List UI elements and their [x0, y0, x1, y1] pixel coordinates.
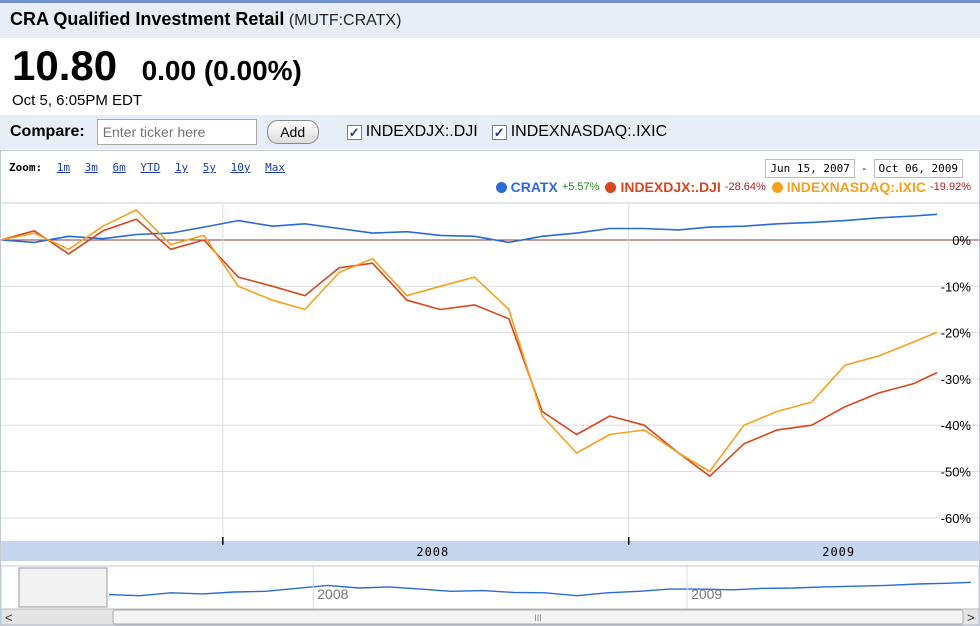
- navigator-year-label: 2009: [691, 586, 722, 602]
- x-tick-label: 2008: [416, 545, 449, 559]
- legend-change: -19.92%: [930, 181, 971, 193]
- navigator-cratx-line: [108, 581, 972, 597]
- y-tick-label: -20%: [941, 326, 972, 341]
- y-tick-label: -40%: [941, 418, 972, 433]
- ticker-input[interactable]: [96, 119, 257, 145]
- series-dji-line: [1, 218, 938, 477]
- series-cratx-line: [1, 213, 938, 244]
- y-tick-label: -30%: [941, 372, 972, 387]
- series-ixic-line: [1, 209, 938, 473]
- legend-name: INDEXNASDAQ:.IXIC: [786, 179, 927, 195]
- price-change: 0.00 (0.00%): [141, 55, 302, 86]
- date-start[interactable]: Jun 15, 2007: [765, 159, 855, 178]
- scrollbar-grip[interactable]: III: [534, 613, 542, 623]
- zoom-1m[interactable]: 1m: [56, 161, 70, 174]
- fund-symbol: (MUTF:CRATX): [288, 12, 402, 29]
- legend-name: CRATX: [510, 179, 558, 195]
- compare-label: Compare:: [10, 123, 85, 140]
- legend-change: -28.64%: [724, 181, 766, 193]
- zoom-3m[interactable]: 3m: [84, 161, 98, 174]
- x-tick-label: 2009: [822, 545, 855, 559]
- zoom-6m[interactable]: 6m: [112, 161, 126, 174]
- y-tick-label: 0%: [952, 233, 971, 248]
- navigator-background: [1, 565, 979, 610]
- legend-change: +5.57%: [561, 181, 600, 193]
- zoom-1y[interactable]: 1y: [174, 161, 189, 174]
- add-button[interactable]: Add: [266, 120, 319, 144]
- compare-bar: Compare: Add ✓ INDEXDJX:.DJI ✓ INDEXNASD…: [0, 115, 980, 149]
- legend-name: INDEXDJX:.DJI: [620, 179, 721, 195]
- legend-dot-cratx: [495, 181, 507, 193]
- y-tick-label: -10%: [941, 279, 972, 294]
- chart-svg: 0% -10% -20% -30% -40% -50% -60% 2008 2009 2008 20…: [1, 202, 979, 625]
- compare-item-ixic[interactable]: ✓ INDEXNASDAQ:.IXIC: [491, 123, 668, 141]
- date-range: Jun 15, 2007 - Oct 06, 2009: [765, 159, 963, 178]
- compare-item-label: INDEXNASDAQ:.IXIC: [510, 123, 668, 140]
- y-tick-label: -50%: [941, 465, 972, 480]
- x-axis-band: [1, 541, 979, 561]
- navigator-year-label: 2008: [317, 586, 348, 602]
- compare-item-dji[interactable]: ✓ INDEXDJX:.DJI: [346, 123, 478, 141]
- navigator-window[interactable]: [18, 567, 108, 608]
- fund-name: CRA Qualified Investment Retail: [10, 9, 285, 29]
- legend-item-ixic: INDEXNASDAQ:.IXIC -19.92%: [771, 179, 971, 195]
- checkbox-dji[interactable]: ✓: [346, 124, 362, 140]
- zoom-max[interactable]: Max: [265, 161, 285, 174]
- zoom-label: Zoom:: [9, 161, 43, 174]
- zoom-5y[interactable]: 5y: [202, 161, 216, 174]
- checkbox-ixic[interactable]: ✓: [491, 124, 507, 140]
- title-bar: CRA Qualified Investment Retail (MUTF:CR…: [0, 0, 980, 38]
- quote-timestamp: Oct 5, 6:05PM EDT: [12, 92, 143, 109]
- legend-dot-ixic: [771, 181, 783, 193]
- scroll-left-arrow[interactable]: <: [5, 610, 13, 625]
- date-end[interactable]: Oct 06, 2009: [873, 159, 963, 178]
- scrollbar-thumb[interactable]: [112, 609, 964, 625]
- legend-item-cratx: CRATX +5.57%: [495, 179, 600, 195]
- price-value: 10.80: [12, 42, 118, 89]
- chart-legend: CRATX +5.57% INDEXDJX:.DJI -28.64% INDEX…: [490, 179, 971, 195]
- zoom-10y[interactable]: 10y: [230, 161, 251, 174]
- scroll-right-arrow[interactable]: >: [967, 610, 975, 625]
- price-row: 10.80 0.00 (0.00%): [12, 42, 302, 89]
- date-separator: -: [860, 162, 868, 175]
- y-tick-label: -60%: [941, 511, 972, 526]
- legend-item-dji: INDEXDJX:.DJI -28.64%: [605, 179, 766, 195]
- compare-item-label: INDEXDJX:.DJI: [365, 123, 478, 140]
- zoom-ytd[interactable]: YTD: [140, 161, 161, 174]
- chart-frame: 0% -10% -20% -30% -40% -50% -60% 2008 2009 2008 20…: [0, 150, 980, 626]
- legend-dot-dji: [605, 181, 617, 193]
- zoom-controls: Zoom: 1m 3m 6m YTD 1y 5y 10y Max: [9, 161, 293, 174]
